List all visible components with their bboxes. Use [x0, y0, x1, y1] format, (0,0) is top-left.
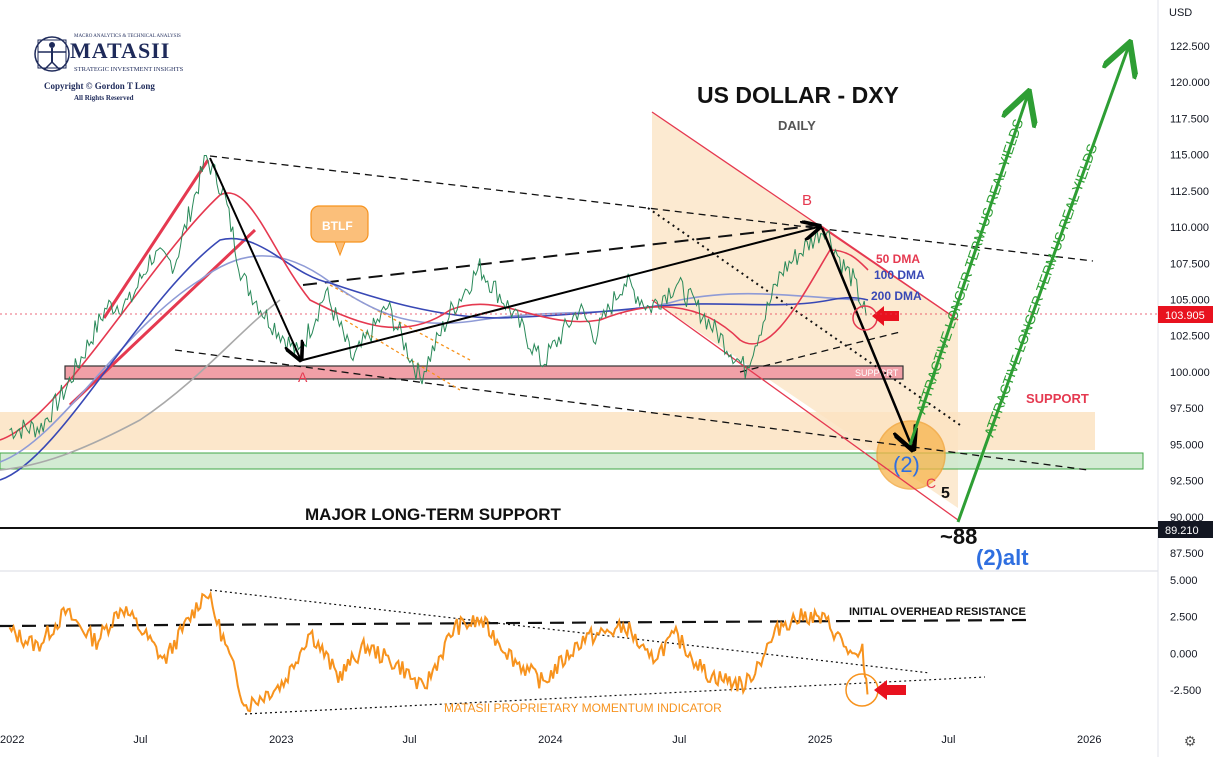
time-tick-label: Jul: [133, 734, 147, 746]
momentum-tick-label: -2.500: [1170, 685, 1201, 697]
green-arrow-2: [956, 48, 1128, 523]
support-price-tag: [1158, 521, 1213, 538]
btlf-pointer: [334, 241, 346, 257]
price-series: [9, 155, 867, 440]
ma-50-label: 50 DMA: [876, 252, 920, 266]
logo-top-text: MACRO ANALYTICS & TECHNICAL ANALYSIS: [74, 34, 181, 39]
time-tick-label: 2023: [269, 734, 293, 746]
rally-line-2: [68, 228, 257, 407]
point-b-label: B: [802, 192, 812, 209]
momentum-resistance-label: INITIAL OVERHEAD RESISTANCE: [849, 606, 1026, 618]
momentum-line: [8, 590, 869, 713]
time-tick-label: 2022: [0, 734, 24, 746]
wave-2-label: (2): [893, 452, 920, 477]
wave-2-alt-label: (2)alt: [976, 545, 1029, 570]
price-tick-label: 105.000: [1170, 295, 1210, 307]
momentum-axis-ticks: 5.000 2.500 0.000 -2.500: [1170, 575, 1201, 697]
ma-100-label: 100 DMA: [874, 268, 925, 282]
ma-50: [0, 192, 869, 441]
wave-arrows: [209, 157, 912, 447]
price-line: [9, 155, 867, 440]
moving-averages: [0, 192, 869, 481]
price-tick-label: 107.500: [1170, 258, 1210, 270]
momentum-pointer-arrow: [874, 680, 906, 700]
vitruvian-icon: [34, 36, 70, 72]
momentum-resistance-line: [0, 618, 1031, 628]
point-c-label: C: [926, 475, 936, 491]
time-tick-label: 2026: [1077, 734, 1101, 746]
wave-c-arrow: [820, 227, 912, 447]
price-tick-label: 90.000: [1170, 512, 1204, 524]
price-tick-label: 87.500: [1170, 548, 1204, 560]
green-arrows: [908, 48, 1128, 523]
logo-name: MATASII: [70, 38, 171, 63]
price-tick-label: 100.000: [1170, 367, 1210, 379]
price-tick-label: 115.000: [1170, 150, 1209, 162]
price-tick-label: 117.500: [1170, 113, 1209, 125]
wave-b-arrow: [302, 227, 818, 361]
price-tick-label: 110.000: [1170, 222, 1209, 234]
time-tick-label: Jul: [941, 734, 955, 746]
logo-subtitle: STRATEGIC INVESTMENT INSIGHTS: [74, 66, 184, 73]
logo-copyright: Copyright © Gordon T Long: [44, 81, 155, 91]
last-price-text: 103.905: [1165, 310, 1205, 322]
wave-a-arrow: [209, 157, 300, 358]
support-box-label: SUPPORT: [855, 368, 899, 378]
btlf-label: BTLF: [322, 219, 353, 233]
channel-shade: [652, 112, 958, 508]
momentum-tick-label: 5.000: [1170, 575, 1198, 587]
time-axis: 2022 Jul 2023 Jul 2024 Jul 2025 Jul 2026: [0, 734, 1101, 746]
time-tick-label: Jul: [402, 734, 416, 746]
price-pointer-arrow: [872, 306, 899, 326]
ma-200: [0, 255, 861, 463]
price-tick-label: 97.500: [1170, 403, 1204, 415]
momentum-indicator-label: MATASII PROPRIETARY MOMENTUM INDICATOR: [444, 701, 722, 715]
time-tick-label: Jul: [672, 734, 686, 746]
short-dashed-line: [739, 331, 901, 373]
chart-subtitle: DAILY: [778, 118, 816, 133]
support-label: SUPPORT: [1026, 391, 1089, 406]
channel-lower: [651, 299, 959, 521]
gear-icon[interactable]: ⚙: [1183, 733, 1197, 749]
price-tick-label: 92.500: [1170, 476, 1204, 488]
btlf-callout: BTLF: [310, 205, 369, 257]
momentum-lower-trend: [244, 676, 986, 715]
price-tick-label: 95.000: [1170, 439, 1204, 451]
momentum-series: [8, 590, 869, 713]
price-axis-ticks: 122.500 120.000 117.500 115.000 112.500 110.0…: [1170, 41, 1210, 560]
channel-inner: [819, 224, 959, 321]
last-price-tag: [1158, 306, 1213, 323]
price-tick-label: 120.000: [1170, 77, 1210, 89]
momentum-tick-label: 0.000: [1170, 648, 1198, 660]
price-tick-label: 112.500: [1170, 186, 1209, 198]
ma-100: [0, 237, 869, 481]
time-tick-label: 2024: [538, 734, 562, 746]
support-price-text: 89.210: [1165, 525, 1199, 537]
price-tick-label: 122.500: [1170, 41, 1210, 53]
momentum-tick-label: 2.500: [1170, 612, 1198, 624]
major-support-label: MAJOR LONG-TERM SUPPORT: [305, 505, 562, 524]
point-a-label: A: [298, 369, 308, 385]
btlf-channel-lower: [344, 319, 461, 391]
momentum-pane: INITIAL OVERHEAD RESISTANCE MATASII PROP…: [0, 575, 1201, 715]
upper-resistance-line: [209, 155, 1094, 262]
time-tick-label: 2025: [808, 734, 832, 746]
support-box: [64, 365, 904, 380]
target-label: ~88: [940, 524, 977, 549]
support-zone-green: [0, 452, 1144, 470]
wave-5-label: 5: [941, 485, 950, 502]
currency-button[interactable]: USD: [1169, 7, 1193, 19]
lower-support-line: [174, 349, 1089, 471]
ma-grey: [0, 299, 281, 471]
price-tick-label: 102.500: [1170, 331, 1210, 343]
chart-title: US DOLLAR - DXY: [697, 82, 899, 108]
ma-200-label: 200 DMA: [871, 289, 922, 303]
momentum-upper-trend: [209, 589, 931, 674]
logo-rights: All Rights Reserved: [74, 94, 134, 102]
rally-line-1: [102, 159, 210, 319]
matasii-logo: [32, 32, 197, 104]
green-arrow-1: [908, 97, 1027, 446]
